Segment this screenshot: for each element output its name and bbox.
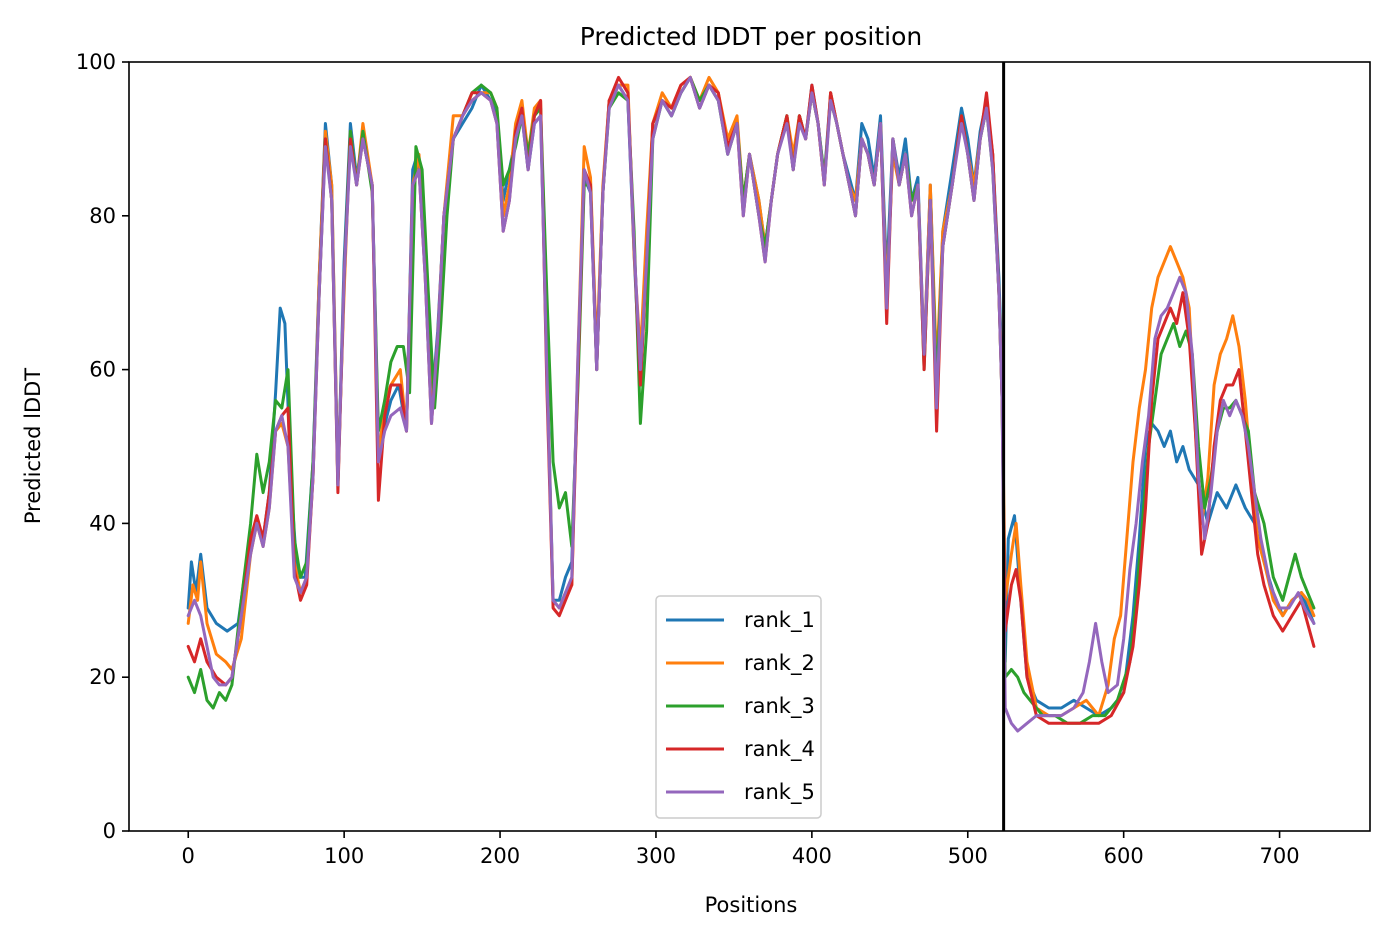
x-axis: 0 100 200 300 400 500 600 700 — [182, 831, 1300, 868]
x-axis-title: Positions — [705, 893, 798, 917]
legend-label-rank_1: rank_1 — [744, 608, 815, 633]
plot-frame — [128, 61, 1371, 832]
legend-label-rank_2: rank_2 — [744, 651, 815, 676]
series-layer — [186, 75, 1316, 733]
y-tick-label: 20 — [89, 665, 116, 689]
x-tick-label: 100 — [324, 844, 364, 868]
y-tick-label: 0 — [103, 819, 116, 843]
series-line-rank_5 — [186, 75, 1316, 733]
legend-frame — [655, 595, 822, 819]
x-tick-label: 400 — [792, 844, 832, 868]
x-tick-label: 200 — [480, 844, 520, 868]
y-axis-title: Predicted lDDT — [21, 368, 45, 524]
legend-label-rank_3: rank_3 — [744, 694, 815, 719]
y-tick-label: 100 — [76, 50, 116, 74]
y-tick-label: 80 — [89, 204, 116, 228]
x-tick-label: 300 — [636, 844, 676, 868]
x-tick-label: 500 — [948, 844, 988, 868]
x-tick-label: 600 — [1104, 844, 1144, 868]
y-tick-label: 40 — [89, 511, 116, 535]
series-line-rank_2 — [186, 75, 1316, 718]
x-tick-label: 0 — [182, 844, 195, 868]
y-axis: 0 20 40 60 80 100 — [76, 50, 129, 843]
chart-title: Predicted lDDT per position — [580, 22, 922, 51]
legend-label-rank_4: rank_4 — [744, 737, 815, 762]
x-tick-label: 700 — [1260, 844, 1300, 868]
legend-label-rank_5: rank_5 — [744, 780, 815, 805]
legend: rank_1 rank_2 rank_3 rank_4 rank_5 — [655, 595, 822, 819]
y-tick-label: 60 — [89, 358, 116, 382]
